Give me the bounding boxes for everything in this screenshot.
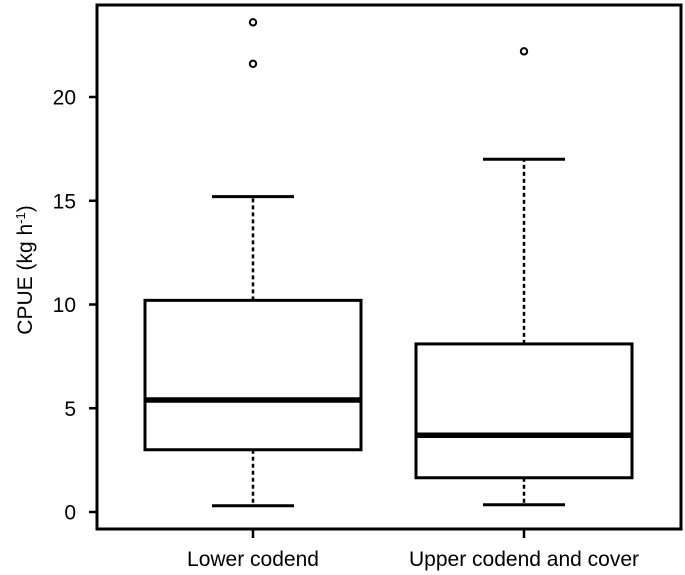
x-category-label-0: Lower codend [187, 548, 319, 571]
iqr-box-0 [143, 298, 363, 452]
y-axis-title-suffix: ) [14, 205, 37, 212]
x-category-label-1: Upper codend and cover [409, 548, 639, 571]
y-tick-label-20: 20 [53, 87, 76, 110]
box-group-1 [414, 47, 634, 507]
y-axis: 0 5 10 15 20 [53, 87, 97, 525]
y-axis-title: CPUE (kg h-1) [13, 205, 38, 334]
y-tick-label-15: 15 [53, 190, 76, 213]
y-tick-label-10: 10 [53, 294, 76, 317]
plot-frame [95, 3, 683, 531]
iqr-box-1 [414, 342, 634, 480]
y-tick-label-5: 5 [64, 398, 76, 421]
boxes [143, 18, 634, 508]
box-group-0 [143, 18, 363, 508]
outlier-0-0 [248, 59, 258, 68]
y-tick-label-0: 0 [64, 502, 76, 525]
y-axis-title-superscript: -1 [13, 212, 28, 224]
outlier-0-1 [248, 18, 258, 27]
x-axis: Lower codend Upper codend and cover [187, 529, 639, 571]
y-axis-title-main: CPUE (kg h [14, 224, 37, 335]
outlier-1-0 [519, 47, 529, 56]
